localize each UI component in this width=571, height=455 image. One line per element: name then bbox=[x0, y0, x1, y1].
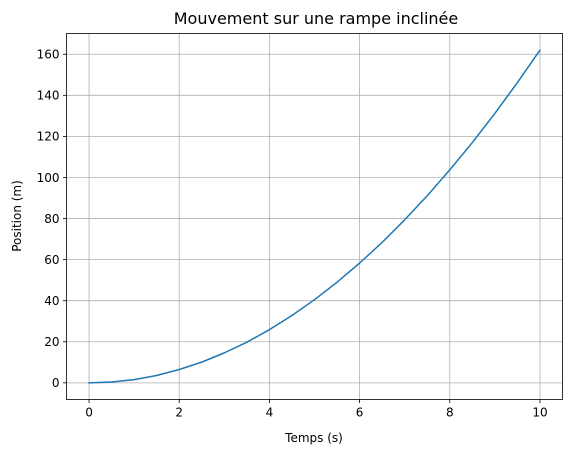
x-tick-label: 0 bbox=[85, 406, 93, 420]
chart-title: Mouvement sur une rampe inclinée bbox=[174, 9, 458, 28]
plot-area bbox=[88, 49, 541, 384]
y-tick-label: 160 bbox=[37, 48, 60, 62]
y-tick-label: 40 bbox=[44, 294, 59, 308]
y-tick-label: 0 bbox=[52, 376, 60, 390]
x-tick-label: 8 bbox=[446, 406, 454, 420]
y-tick-label: 100 bbox=[37, 171, 60, 185]
x-tick-label: 2 bbox=[175, 406, 183, 420]
y-axis-label: Position (m) bbox=[10, 180, 24, 252]
axes-frame bbox=[66, 33, 563, 400]
x-tick-label: 6 bbox=[356, 406, 364, 420]
y-tick-label: 140 bbox=[37, 89, 60, 103]
series-line bbox=[88, 49, 541, 384]
x-axis: 0 2 4 6 8 10 bbox=[85, 399, 548, 420]
x-tick-label: 10 bbox=[532, 406, 547, 420]
y-axis: 0 20 40 60 80 100 120 140 160 bbox=[37, 48, 67, 390]
y-tick-label: 80 bbox=[44, 212, 59, 226]
grid bbox=[66, 33, 563, 400]
x-tick-label: 4 bbox=[266, 406, 274, 420]
y-tick-label: 120 bbox=[37, 130, 60, 144]
x-axis-label: Temps (s) bbox=[284, 431, 343, 445]
y-tick-label: 20 bbox=[44, 335, 59, 349]
y-tick-label: 60 bbox=[44, 253, 59, 267]
